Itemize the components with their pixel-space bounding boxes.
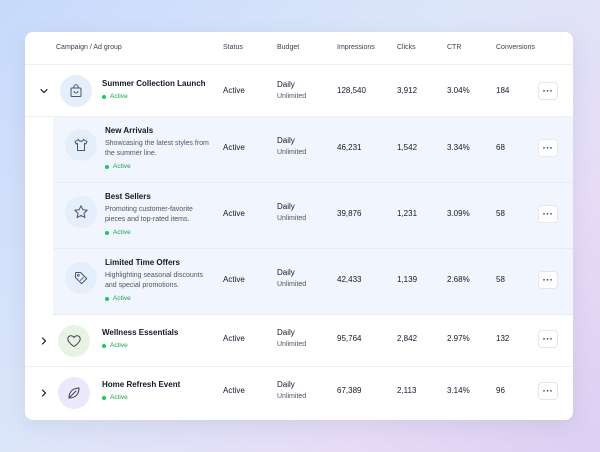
table-row-ad-group[interactable]: New Arrivals Showcasing the latest style…	[53, 117, 573, 183]
clicks-value: 1,139	[397, 275, 418, 284]
conversions-value: 58	[496, 275, 505, 284]
campaign-name[interactable]: Home Refresh Event	[102, 380, 181, 389]
budget-value: Unlimited	[277, 341, 307, 348]
star-icon	[65, 196, 97, 228]
column-header-clicks[interactable]: Clicks	[397, 44, 416, 51]
ad-group-description: Promoting customer-favorite pieces and t…	[105, 206, 193, 223]
ad-group-name[interactable]: Best Sellers	[105, 192, 151, 201]
budget-value: Unlimited	[277, 149, 307, 156]
impressions-value: 46,231	[337, 143, 362, 152]
ctr-value: 3.14%	[447, 386, 470, 395]
column-header-status[interactable]: Status	[223, 44, 243, 51]
shirt-icon	[65, 129, 97, 161]
chevron-right-icon[interactable]	[39, 388, 49, 398]
budget-value: Unlimited	[277, 93, 307, 100]
heart-icon	[58, 325, 90, 357]
table-header: Campaign / Ad group Status Budget Impres…	[25, 32, 573, 65]
clicks-value: 2,113	[397, 386, 417, 395]
chevron-right-icon[interactable]	[39, 336, 49, 346]
clicks-value: 3,912	[397, 86, 418, 95]
ad-group-name[interactable]: New Arrivals	[105, 126, 154, 135]
status-badge: Active	[105, 229, 131, 236]
conversions-value: 68	[496, 143, 505, 152]
conversions-value: 184	[496, 86, 510, 95]
impressions-value: 95,764	[337, 334, 362, 343]
ctr-value: 3.09%	[447, 209, 470, 218]
more-actions-button[interactable]: ···	[538, 139, 558, 157]
budget-type: Daily	[277, 328, 295, 337]
tag-icon	[65, 262, 97, 294]
budget-value: Unlimited	[277, 393, 307, 400]
status-badge: Active	[105, 295, 131, 302]
column-header-ctr[interactable]: CTR	[447, 44, 462, 51]
budget-type: Daily	[277, 268, 295, 277]
ad-group-name[interactable]: Limited Time Offers	[105, 258, 180, 267]
ctr-value: 3.34%	[447, 143, 470, 152]
ad-group-description: Showcasing the latest styles from the su…	[105, 140, 209, 157]
budget-type: Daily	[277, 136, 295, 145]
budget-type: Daily	[277, 80, 295, 89]
campaigns-table: Campaign / Ad group Status Budget Impres…	[25, 32, 573, 420]
table-row-ad-group[interactable]: Limited Time Offers Highlighting seasona…	[53, 249, 573, 315]
status-value: Active	[223, 86, 245, 95]
more-actions-button[interactable]: ···	[538, 382, 558, 400]
more-actions-button[interactable]: ···	[538, 330, 558, 348]
conversions-value: 58	[496, 209, 505, 218]
status-badge: Active	[102, 342, 128, 349]
clicks-value: 1,231	[397, 209, 418, 218]
status-badge: Active	[105, 163, 131, 170]
ctr-value: 2.97%	[447, 334, 470, 343]
impressions-value: 42,433	[337, 275, 362, 284]
leaf-icon	[58, 377, 90, 409]
clicks-value: 1,542	[397, 143, 418, 152]
more-actions-button[interactable]: ···	[538, 205, 558, 223]
budget-type: Daily	[277, 202, 295, 211]
conversions-value: 132	[496, 334, 510, 343]
clicks-value: 2,842	[397, 334, 418, 343]
campaign-name[interactable]: Summer Collection Launch	[102, 79, 206, 88]
budget-type: Daily	[277, 380, 295, 389]
budget-value: Unlimited	[277, 281, 307, 288]
table-row-ad-group[interactable]: Best Sellers Promoting customer-favorite…	[53, 183, 573, 249]
impressions-value: 128,540	[337, 86, 366, 95]
status-value: Active	[223, 386, 245, 395]
column-header-budget[interactable]: Budget	[277, 44, 300, 51]
status-badge: Active	[102, 93, 128, 100]
status-badge: Active	[102, 394, 128, 401]
more-actions-button[interactable]: ···	[538, 271, 558, 289]
ad-group-description: Highlighting seasonal discounts and spec…	[105, 272, 204, 289]
column-header-impressions[interactable]: Impressions	[337, 44, 375, 51]
status-value: Active	[223, 275, 245, 284]
impressions-value: 39,876	[337, 209, 362, 218]
table-row[interactable]: Wellness Essentials Active Active Daily …	[25, 315, 573, 367]
campaign-name[interactable]: Wellness Essentials	[102, 328, 179, 337]
impressions-value: 67,389	[337, 386, 362, 395]
shopping-bag-icon	[60, 75, 92, 107]
table-row[interactable]: Home Refresh Event Active Active Daily U…	[25, 367, 573, 420]
ctr-value: 3.04%	[447, 86, 470, 95]
column-header-campaign[interactable]: Campaign / Ad group	[56, 44, 122, 51]
table-row[interactable]: Summer Collection Launch Active Active D…	[25, 65, 573, 117]
status-value: Active	[223, 143, 245, 152]
column-header-conversions[interactable]: Conversions	[496, 44, 535, 51]
status-value: Active	[223, 209, 245, 218]
chevron-down-icon[interactable]	[39, 86, 49, 96]
more-actions-button[interactable]: ···	[538, 82, 558, 100]
budget-value: Unlimited	[277, 215, 307, 222]
conversions-value: 96	[496, 386, 505, 395]
status-value: Active	[223, 334, 245, 343]
ctr-value: 2.68%	[447, 275, 470, 284]
